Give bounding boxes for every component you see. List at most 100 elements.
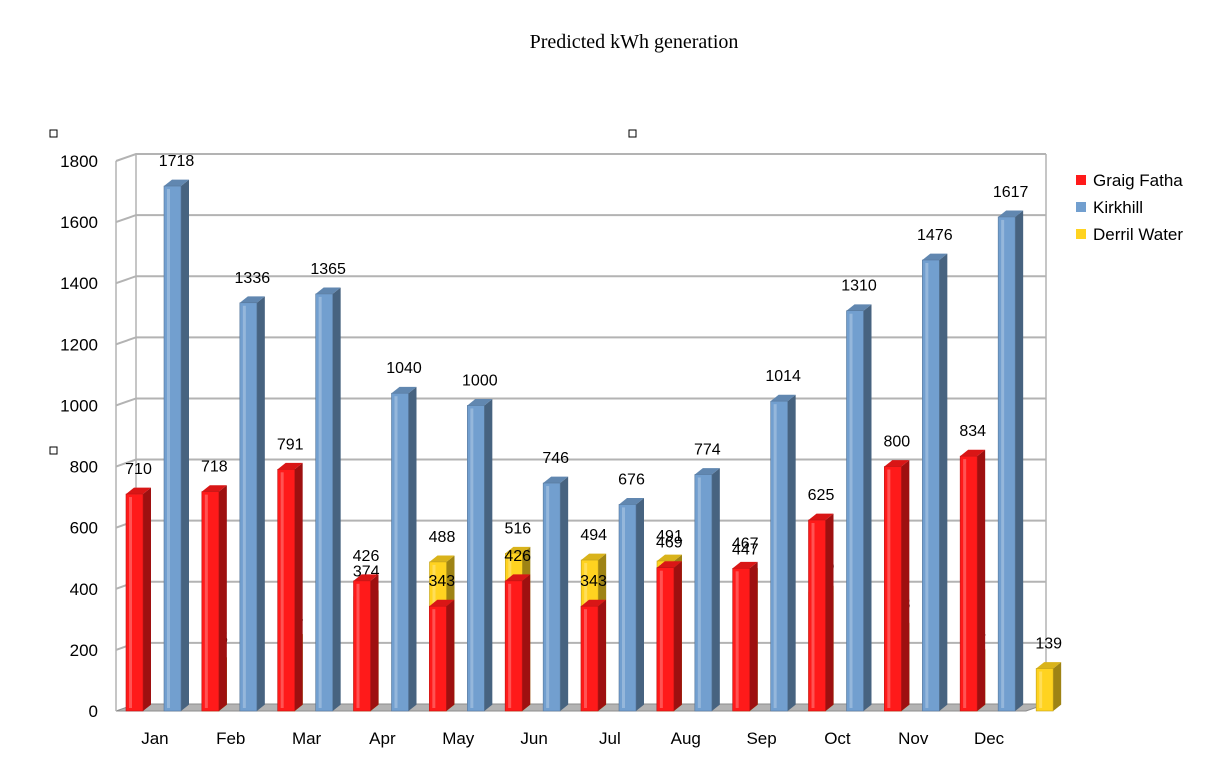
data-label: 447	[732, 541, 759, 558]
bar-highlight	[584, 609, 587, 708]
bar-kirkhill	[315, 287, 341, 712]
bar-highlight	[925, 263, 929, 708]
bar-top	[1036, 662, 1062, 669]
bar-front	[163, 185, 182, 712]
gridline	[115, 397, 1046, 407]
bar-side	[977, 449, 986, 711]
bar-top	[429, 599, 455, 607]
bar-derril-water	[1035, 662, 1062, 712]
bar-front	[315, 293, 333, 712]
data-label: 718	[201, 459, 228, 476]
bar-highlight	[697, 477, 701, 708]
bar-highlight	[470, 408, 474, 708]
bar-front	[277, 469, 295, 712]
y-tick-label: 1200	[60, 335, 98, 354]
data-label: 139	[1035, 636, 1062, 653]
data-label: 426	[504, 548, 531, 565]
x-tick-label: May	[442, 729, 475, 748]
data-label: 1000	[462, 372, 498, 389]
data-label: 1336	[235, 270, 271, 287]
data-label: 343	[580, 573, 607, 590]
bar-highlight	[129, 497, 132, 708]
bar-front	[884, 466, 902, 712]
bar-side	[256, 296, 265, 711]
y-tick-label: 400	[70, 580, 98, 599]
bar-side	[181, 179, 189, 712]
x-tick-label: Apr	[369, 729, 396, 748]
gridline	[115, 275, 1046, 285]
bar-front	[922, 259, 940, 712]
bar-front	[732, 568, 750, 712]
data-label: 469	[656, 535, 683, 552]
bar-highlight	[659, 570, 663, 708]
bar-kirkhill	[163, 179, 189, 712]
bar-front	[239, 302, 258, 712]
bar-top	[694, 468, 720, 475]
bar-front	[808, 519, 826, 712]
bar-front	[542, 482, 561, 712]
bar-highlight	[356, 583, 360, 708]
bar-side	[636, 498, 644, 711]
bar-highlight	[204, 494, 208, 708]
bar-highlight	[432, 609, 436, 708]
bar-highlight	[546, 486, 550, 708]
data-label: 1476	[917, 227, 953, 244]
bar-top	[998, 210, 1024, 217]
bar-kirkhill	[542, 476, 569, 712]
legend-label-derril-water: Derril Water	[1093, 225, 1183, 244]
bar-top	[315, 287, 341, 294]
bar-front	[201, 491, 220, 712]
x-tick-label: Nov	[898, 729, 929, 748]
bar-graig-fatha	[732, 561, 758, 712]
data-label: 516	[504, 520, 531, 537]
bar-side	[446, 599, 455, 711]
bar-kirkhill	[239, 296, 265, 712]
data-label: 791	[277, 436, 304, 453]
bar-side	[408, 386, 417, 711]
bar-front	[997, 216, 1016, 712]
data-label: 676	[618, 471, 645, 488]
x-tick-label: Aug	[671, 729, 701, 748]
bar-highlight	[887, 469, 891, 708]
bar-top	[656, 561, 682, 568]
bar-top	[505, 546, 531, 554]
bar-top	[277, 462, 303, 470]
bar-side	[484, 399, 493, 711]
bar-top	[126, 487, 151, 495]
bar-top	[808, 513, 834, 521]
bar-side	[143, 487, 151, 711]
bar-top	[505, 574, 531, 581]
selection-handle[interactable]	[49, 446, 58, 455]
selection-handle[interactable]	[49, 129, 58, 138]
y-tick-label: 200	[70, 641, 98, 660]
legend-swatch-kirkhill	[1076, 202, 1086, 212]
bar-front	[580, 605, 599, 712]
bar-kirkhill	[467, 399, 493, 712]
x-tick-label: Jun	[520, 729, 547, 748]
bar-top	[581, 599, 606, 607]
x-tick-label: Feb	[216, 729, 245, 748]
bar-highlight	[773, 404, 777, 708]
bar-highlight	[394, 396, 398, 708]
bar-side	[370, 574, 379, 711]
bar-graig-fatha	[580, 599, 606, 712]
bar-highlight	[280, 472, 284, 708]
gridline	[115, 336, 1046, 346]
bar-graig-fatha	[504, 574, 531, 712]
data-label: 491	[656, 528, 683, 545]
bar-highlight	[1039, 671, 1043, 708]
y-tick-label: 1800	[60, 152, 98, 171]
bar-highlight	[963, 459, 967, 708]
bar-top	[543, 476, 569, 484]
bar-highlight	[167, 189, 170, 709]
bar-top	[581, 553, 607, 561]
bar-side	[598, 599, 606, 711]
bar-kirkhill	[618, 498, 644, 712]
y-tick-label: 0	[89, 702, 98, 721]
selection-handle[interactable]	[628, 129, 637, 138]
bar-top	[884, 460, 910, 467]
bar-graig-fatha	[808, 513, 834, 712]
x-tick-label: Dec	[974, 729, 1005, 748]
bar-side	[560, 476, 569, 711]
